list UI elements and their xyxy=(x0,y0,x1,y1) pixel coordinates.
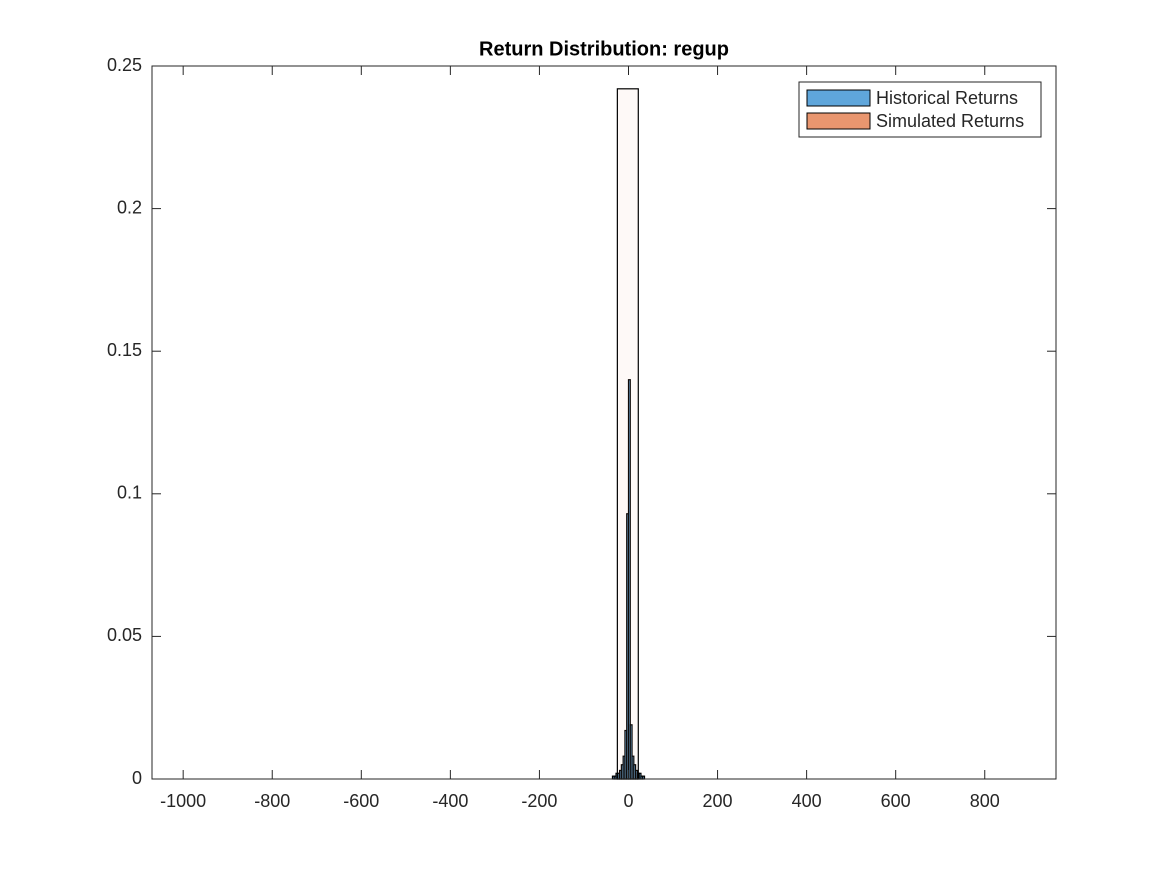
y-tick-label: 0 xyxy=(132,768,142,788)
chart-title: Return Distribution: regup xyxy=(479,38,729,60)
x-tick-label: 800 xyxy=(970,791,1000,811)
legend-swatch xyxy=(806,89,871,107)
x-tick-label: -800 xyxy=(254,791,290,811)
histogram-bar xyxy=(616,88,639,780)
x-tick-label: 600 xyxy=(881,791,911,811)
legend-label: Simulated Returns xyxy=(876,111,1024,131)
x-tick-label: -1000 xyxy=(160,791,206,811)
x-tick-label: 0 xyxy=(623,791,633,811)
axes-box xyxy=(151,65,1057,780)
x-tick-label: 200 xyxy=(703,791,733,811)
legend: Historical Returns Simulated Returns xyxy=(798,81,1042,138)
x-tick-label: -200 xyxy=(521,791,557,811)
y-tick-label: 0.05 xyxy=(107,625,142,645)
x-tick-label: -400 xyxy=(432,791,468,811)
legend-label: Historical Returns xyxy=(876,88,1018,108)
y-tick-label: 0.15 xyxy=(107,340,142,360)
y-tick-label: 0.2 xyxy=(117,197,142,217)
y-tick-label: 0.25 xyxy=(107,55,142,75)
y-tick-label: 0.1 xyxy=(117,483,142,503)
legend-swatch xyxy=(806,112,871,130)
x-tick-label: -600 xyxy=(343,791,379,811)
x-tick-label: 400 xyxy=(792,791,822,811)
